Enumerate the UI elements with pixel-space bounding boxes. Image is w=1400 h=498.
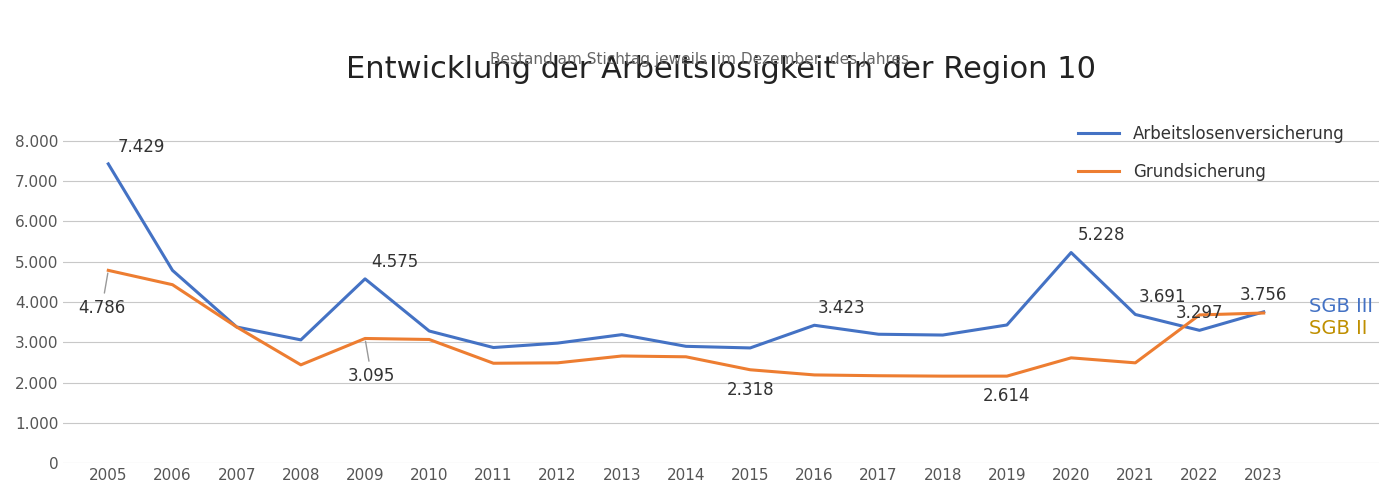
Text: 2.614: 2.614: [983, 387, 1030, 405]
Text: 4.786: 4.786: [78, 273, 126, 317]
Text: 3.297: 3.297: [1176, 304, 1224, 322]
Legend: Arbeitslosenversicherung, Grundsicherung: Arbeitslosenversicherung, Grundsicherung: [1071, 118, 1351, 187]
Title: Entwicklung der Arbeitslosigkeit in der Region 10: Entwicklung der Arbeitslosigkeit in der …: [346, 55, 1096, 84]
Text: 4.575: 4.575: [371, 253, 419, 271]
Text: SGB II: SGB II: [1309, 319, 1366, 338]
Text: 5.228: 5.228: [1078, 227, 1126, 245]
Text: 3.691: 3.691: [1138, 288, 1186, 306]
Text: 3.756: 3.756: [1240, 286, 1288, 304]
Text: 2.318: 2.318: [727, 381, 774, 399]
Text: 3.423: 3.423: [818, 299, 865, 317]
Text: 7.429: 7.429: [118, 138, 165, 156]
Text: Bestand am Stichtag jeweils  im Dezember  des Jahres: Bestand am Stichtag jeweils im Dezember …: [490, 52, 910, 67]
Text: 3.095: 3.095: [347, 341, 395, 384]
Text: SGB III: SGB III: [1309, 296, 1372, 316]
